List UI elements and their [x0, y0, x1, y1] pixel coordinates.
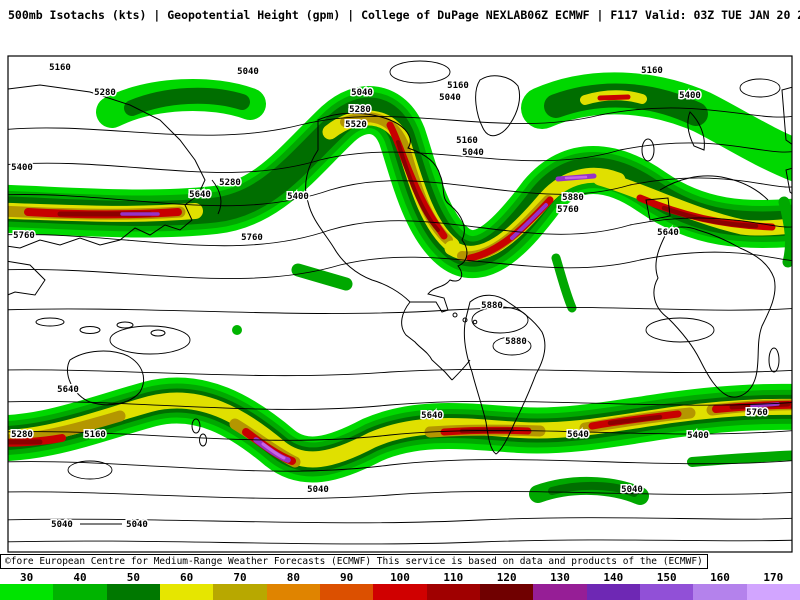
- isotach-colorbar: [0, 584, 800, 600]
- colorbar-segment: [533, 584, 587, 600]
- colorbar-tick: 60: [180, 571, 194, 584]
- height-contour-label: 5160: [641, 66, 663, 76]
- height-contour-label: 5040: [237, 67, 259, 77]
- height-contour-label: 5280: [349, 105, 371, 115]
- height-contour-label: 5640: [421, 411, 443, 421]
- height-contour-label: 5880: [505, 337, 527, 347]
- height-contour-label: 5160: [49, 63, 71, 73]
- colorbar-tick: 170: [763, 571, 784, 584]
- height-contour-label: 5760: [746, 408, 768, 418]
- height-contour-label: 5160: [456, 136, 478, 146]
- height-contour-label: 5760: [241, 233, 263, 243]
- height-contour-label: 5640: [657, 228, 679, 238]
- colorbar-tick: 70: [233, 571, 247, 584]
- colorbar-tick: 90: [340, 571, 354, 584]
- jet-stream-shading: [8, 72, 792, 505]
- height-contour-label: 5760: [13, 231, 35, 241]
- height-contour-label: 5280: [219, 178, 241, 188]
- colorbar-tick: 80: [286, 571, 300, 584]
- colorbar-segment: [693, 584, 747, 600]
- height-contour-label: 5040: [51, 520, 73, 530]
- height-contour-label: 5160: [447, 81, 469, 91]
- attribution-text: ©fore European Centre for Medium-Range W…: [0, 554, 708, 569]
- height-contour-label: 5400: [11, 163, 33, 173]
- height-contour-label: 5040: [439, 93, 461, 103]
- colorbar-segment: [746, 584, 800, 600]
- colorbar-segment: [373, 584, 427, 600]
- colorbar-segment: [106, 584, 160, 600]
- colorbar-segment: [213, 584, 267, 600]
- map-area: 5160 5280 5040 5040 5280 5520 5160 5040 5160 5040…: [0, 30, 800, 554]
- colorbar-tick: 160: [710, 571, 730, 584]
- attribution-bar: ©fore European Centre for Medium-Range W…: [0, 554, 800, 571]
- height-contour-label: 5280: [94, 88, 116, 98]
- colorbar-segment: [0, 584, 54, 600]
- height-contour-label: 5160: [84, 430, 106, 440]
- height-contours: [8, 60, 792, 545]
- colorbar-tick: 120: [496, 571, 517, 584]
- height-contour-label: 5880: [481, 301, 503, 311]
- height-contour-label: 5640: [57, 385, 79, 395]
- height-contour-label: 5040: [462, 148, 484, 158]
- height-contour-label: 5400: [287, 192, 309, 202]
- height-contour-label: 5520: [345, 120, 367, 130]
- colorbar-segment: [266, 584, 320, 600]
- colorbar-ticks: 30 40 50 60 70 80 90 100 110 120 130 140 150 160 170: [0, 571, 800, 584]
- contour-labels: 5160 5280 5040 5040 5280 5520 5160 5040 5160 5040…: [10, 62, 770, 532]
- height-contour-label: 5760: [557, 205, 579, 215]
- map-title-bar: 500mb Isotachs (kts) | Geopotential Heig…: [0, 0, 800, 30]
- height-contour-label: 5040: [621, 485, 643, 495]
- height-contour-label: 5640: [189, 190, 211, 200]
- colorbar-segment: [319, 584, 374, 600]
- colorbar-segment: [586, 584, 640, 600]
- colorbar-tick: 150: [656, 571, 677, 584]
- colorbar-tick: 140: [603, 571, 624, 584]
- colorbar-tick: 100: [390, 571, 410, 584]
- colorbar-tick: 30: [20, 571, 34, 584]
- height-contour-label: 5040: [351, 88, 373, 98]
- colorbar-segment: [159, 584, 214, 600]
- colorbar-tick: 40: [73, 571, 87, 584]
- isotach-height-map: 5160 5280 5040 5040 5280 5520 5160 5040 5160 5040…: [7, 55, 793, 553]
- height-contour-label: 5640: [567, 430, 589, 440]
- map-frame: [7, 55, 793, 553]
- height-contour-label: 5040: [307, 485, 329, 495]
- height-contour-label: 5400: [687, 431, 709, 441]
- colorbar-segment: [639, 584, 694, 600]
- height-contour-label: 5880: [562, 193, 584, 203]
- model-run-info: 06Z ECMWF | F117 Valid: 03Z TUE JAN 20 2…: [527, 8, 800, 22]
- colorbar-tick: 50: [126, 571, 140, 584]
- colorbar-segment: [479, 584, 534, 600]
- colorbar-tick: 110: [443, 571, 464, 584]
- map-title: 500mb Isotachs (kts) | Geopotential Heig…: [8, 8, 528, 22]
- coastlines: [8, 75, 792, 455]
- colorbar-tick: 130: [550, 571, 570, 584]
- height-contour-label: 5040: [126, 520, 148, 530]
- colorbar-segment: [53, 584, 107, 600]
- height-contour-label: 5400: [679, 91, 701, 101]
- height-contour-label: 5280: [11, 430, 33, 440]
- colorbar-segment: [426, 584, 480, 600]
